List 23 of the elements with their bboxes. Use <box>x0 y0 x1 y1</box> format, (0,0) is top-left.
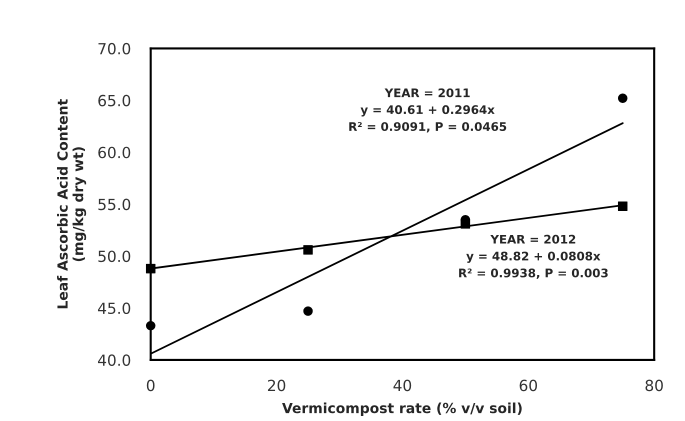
x-tick-label: 60 <box>520 380 538 392</box>
point <box>303 245 313 255</box>
point <box>460 219 470 229</box>
x-axis-title: Vermicompost rate (% v/v soil) <box>282 402 522 416</box>
point <box>618 94 628 104</box>
point <box>146 264 156 274</box>
annotation: YEAR = 2011 y = 40.61 + 0.2964x R² = 0.9091, P = 0.0465 <box>349 88 506 133</box>
y-tick-label: 70.0 <box>98 42 130 54</box>
y-tick-label: 60.0 <box>98 146 130 158</box>
x-tick-label: 40 <box>393 380 412 392</box>
y-tick-label: 55.0 <box>98 198 130 210</box>
y-tick-label: 40.0 <box>98 354 130 366</box>
y-tick-label: 50.0 <box>98 250 130 262</box>
x-tick-label: 0 <box>146 380 155 392</box>
point <box>303 306 313 316</box>
point <box>618 202 628 212</box>
point <box>146 320 156 330</box>
annotation: YEAR = 2012 y = 48.82 + 0.0808x R² = 0.9938, P = 0.003 <box>459 234 608 279</box>
y-tick-label: 65.0 <box>98 94 130 106</box>
x-tick-label: 80 <box>645 380 663 392</box>
x-tick-label: 20 <box>268 380 286 392</box>
y-tick-label: 45.0 <box>98 302 130 314</box>
y-axis-title: Leaf Ascorbic Acid Content (mg/kg dry wt) <box>57 99 86 308</box>
